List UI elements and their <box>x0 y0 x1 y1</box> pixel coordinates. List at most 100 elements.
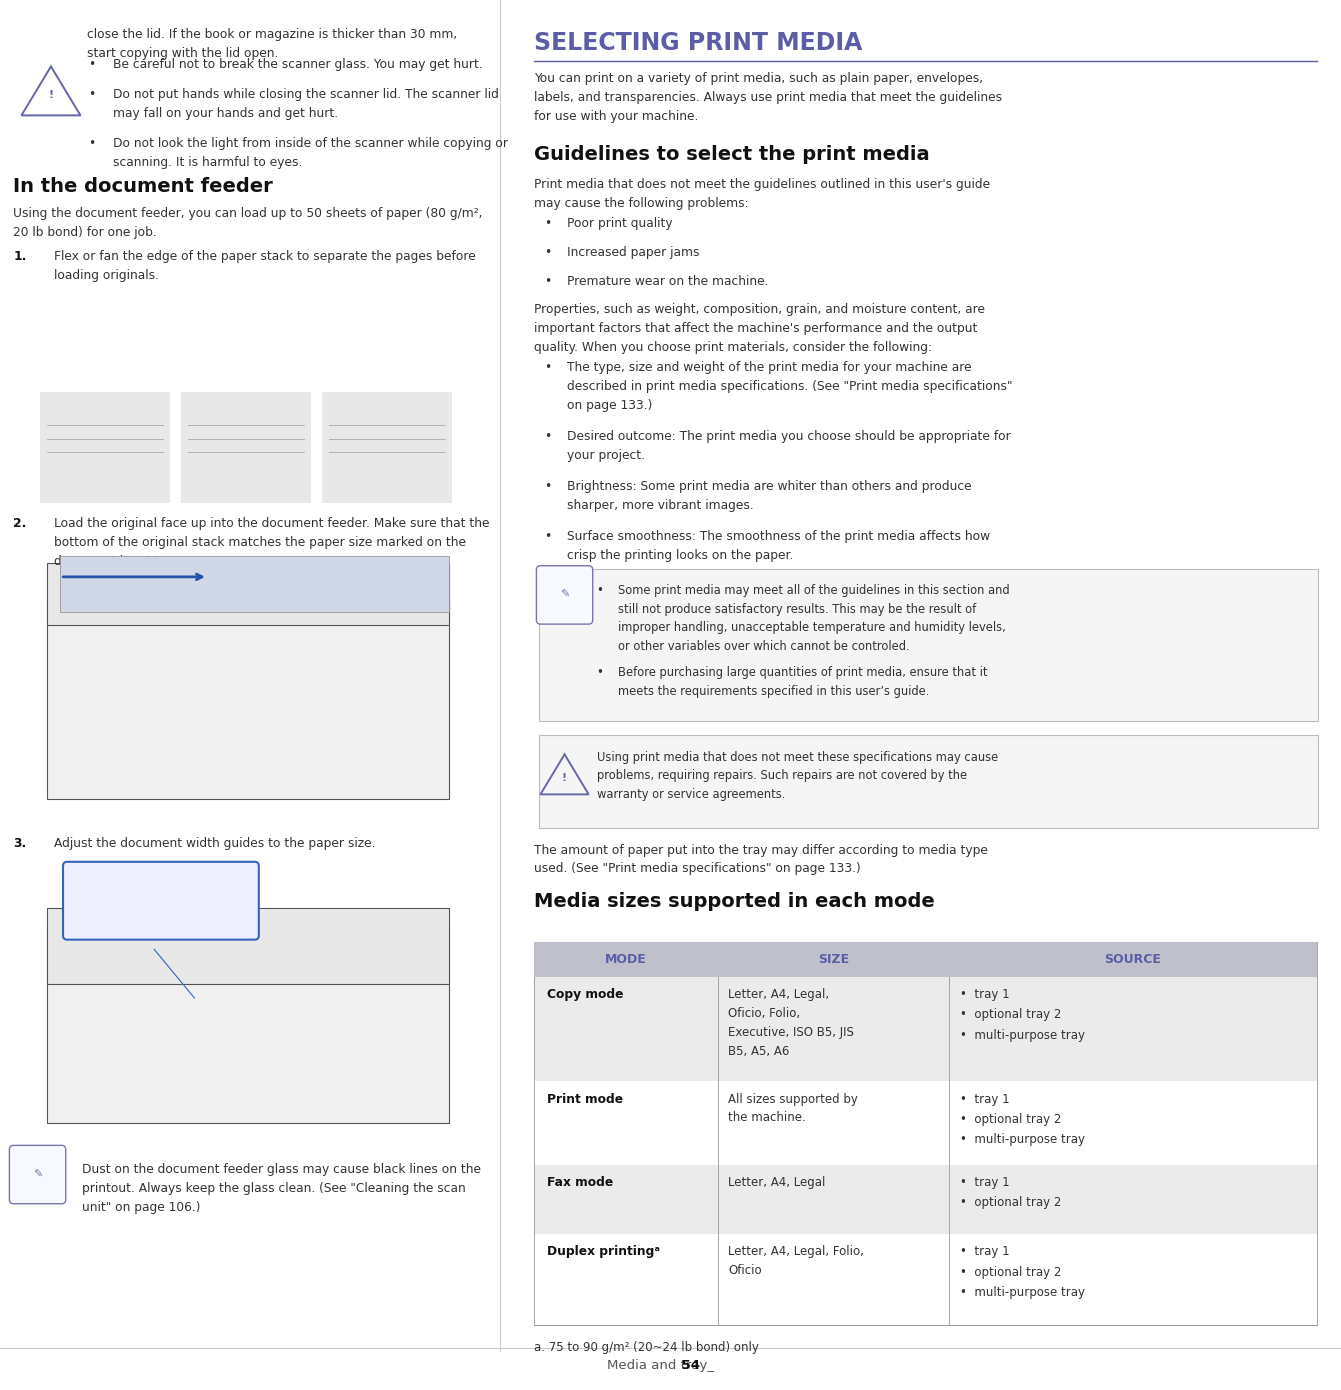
Text: •: • <box>544 481 551 493</box>
Bar <box>322 392 452 503</box>
Text: •  tray 1: • tray 1 <box>960 988 1010 1001</box>
Text: Poor print quality: Poor print quality <box>567 217 673 229</box>
Text: crisp the printing looks on the paper.: crisp the printing looks on the paper. <box>567 549 794 562</box>
Text: warranty or service agreements.: warranty or service agreements. <box>597 788 784 801</box>
Bar <box>47 908 449 984</box>
Text: 3.: 3. <box>13 837 27 849</box>
Text: or other variables over which cannot be controled.: or other variables over which cannot be … <box>618 639 909 653</box>
Text: •  optional tray 2: • optional tray 2 <box>960 1195 1061 1209</box>
Text: 20 lb bond) for one job.: 20 lb bond) for one job. <box>13 225 157 239</box>
Text: •  tray 1: • tray 1 <box>960 1176 1010 1188</box>
Text: your project.: your project. <box>567 449 645 461</box>
Text: •: • <box>89 58 95 71</box>
Text: Do not look the light from inside of the scanner while copying or: Do not look the light from inside of the… <box>113 136 508 150</box>
Bar <box>534 1081 1317 1165</box>
Text: may fall on your hands and get hurt.: may fall on your hands and get hurt. <box>113 107 338 120</box>
Text: Letter, A4, Legal,: Letter, A4, Legal, <box>728 988 830 1001</box>
Text: close the lid. If the book or magazine is thicker than 30 mm,: close the lid. If the book or magazine i… <box>87 28 457 40</box>
Text: 54: 54 <box>641 1359 700 1372</box>
Text: Some print media may meet all of the guidelines in this section and: Some print media may meet all of the gui… <box>618 584 1010 596</box>
Text: sharper, more vibrant images.: sharper, more vibrant images. <box>567 499 754 512</box>
Text: •  optional tray 2: • optional tray 2 <box>960 1009 1061 1022</box>
Bar <box>534 1165 1317 1234</box>
FancyBboxPatch shape <box>63 862 259 940</box>
Text: loading originals.: loading originals. <box>54 268 158 282</box>
Text: Executive, ISO B5, JIS: Executive, ISO B5, JIS <box>728 1026 854 1038</box>
Text: unit" on page 106.): unit" on page 106.) <box>82 1201 200 1213</box>
Text: Copy mode: Copy mode <box>547 988 624 1001</box>
Text: on page 133.): on page 133.) <box>567 399 653 411</box>
Text: The amount of paper put into the tray may differ according to media type: The amount of paper put into the tray ma… <box>534 844 987 856</box>
Text: •: • <box>544 531 551 543</box>
Text: a. 75 to 90 g/m² (20~24 lb bond) only: a. 75 to 90 g/m² (20~24 lb bond) only <box>534 1341 759 1354</box>
Text: Adjust the document width guides to the paper size.: Adjust the document width guides to the … <box>54 837 375 849</box>
Text: labels, and transparencies. Always use print media that meet the guidelines: labels, and transparencies. Always use p… <box>534 92 1002 104</box>
Text: Fax mode: Fax mode <box>547 1176 613 1188</box>
Text: •: • <box>89 136 95 150</box>
Text: problems, requiring repairs. Such repairs are not covered by the: problems, requiring repairs. Such repair… <box>597 770 967 783</box>
Text: Oficio, Folio,: Oficio, Folio, <box>728 1006 801 1020</box>
Text: Print mode: Print mode <box>547 1093 624 1105</box>
Text: Increased paper jams: Increased paper jams <box>567 246 700 259</box>
Text: still not produce satisfactory results. This may be the result of: still not produce satisfactory results. … <box>618 603 976 616</box>
Text: 2.: 2. <box>13 517 27 530</box>
Text: •  tray 1: • tray 1 <box>960 1093 1010 1105</box>
Text: •: • <box>544 361 551 374</box>
Text: •  optional tray 2: • optional tray 2 <box>960 1112 1061 1126</box>
Text: •  multi-purpose tray: • multi-purpose tray <box>960 1286 1085 1298</box>
Text: Premature wear on the machine.: Premature wear on the machine. <box>567 275 768 288</box>
Text: Guidelines to select the print media: Guidelines to select the print media <box>534 145 929 164</box>
Text: Do not put hands while closing the scanner lid. The scanner lid: Do not put hands while closing the scann… <box>113 89 499 101</box>
Text: In the document feeder: In the document feeder <box>13 177 274 196</box>
FancyBboxPatch shape <box>536 566 593 624</box>
Text: may cause the following problems:: may cause the following problems: <box>534 196 748 210</box>
Bar <box>534 942 1317 977</box>
Text: meets the requirements specified in this user’s guide.: meets the requirements specified in this… <box>618 684 929 698</box>
Text: used. (See "Print media specifications" on page 133.): used. (See "Print media specifications" … <box>534 862 861 876</box>
Text: •: • <box>89 89 95 101</box>
Text: Letter, A4, Legal, Folio,: Letter, A4, Legal, Folio, <box>728 1245 865 1258</box>
Text: Media sizes supported in each mode: Media sizes supported in each mode <box>534 892 935 912</box>
Text: Load the original face up into the document feeder. Make sure that the: Load the original face up into the docum… <box>54 517 489 530</box>
Text: MODE: MODE <box>605 954 646 966</box>
Text: described in print media specifications. (See "Print media specifications": described in print media specifications.… <box>567 379 1012 393</box>
Bar <box>534 1234 1317 1325</box>
Text: ✎: ✎ <box>561 589 569 600</box>
Text: !: ! <box>48 90 54 100</box>
Bar <box>181 392 311 503</box>
Text: SELECTING PRINT MEDIA: SELECTING PRINT MEDIA <box>534 31 862 54</box>
Text: quality. When you choose print materials, consider the following:: quality. When you choose print materials… <box>534 341 932 353</box>
Text: •: • <box>544 431 551 443</box>
Text: •: • <box>544 217 551 229</box>
Text: Flex or fan the edge of the paper stack to separate the pages before: Flex or fan the edge of the paper stack … <box>54 250 476 263</box>
Text: Be careful not to break the scanner glass. You may get hurt.: Be careful not to break the scanner glas… <box>113 58 483 71</box>
Text: •: • <box>597 584 603 596</box>
Bar <box>40 392 170 503</box>
Text: You can print on a variety of print media, such as plain paper, envelopes,: You can print on a variety of print medi… <box>534 72 983 85</box>
FancyBboxPatch shape <box>9 1145 66 1204</box>
FancyBboxPatch shape <box>539 735 1318 828</box>
Text: •: • <box>544 246 551 259</box>
Text: !: ! <box>562 773 567 783</box>
Text: Print media that does not meet the guidelines outlined in this user's guide: Print media that does not meet the guide… <box>534 178 990 190</box>
Text: document input tray.: document input tray. <box>54 555 181 567</box>
Text: •  optional tray 2: • optional tray 2 <box>960 1265 1061 1279</box>
Text: Using print media that does not meet these specifications may cause: Using print media that does not meet the… <box>597 751 998 763</box>
Text: Properties, such as weight, composition, grain, and moisture content, are: Properties, such as weight, composition,… <box>534 303 984 316</box>
Text: Surface smoothness: The smoothness of the print media affects how: Surface smoothness: The smoothness of th… <box>567 531 991 543</box>
Text: Dust on the document feeder glass may cause black lines on the: Dust on the document feeder glass may ca… <box>82 1163 481 1176</box>
Text: improper handling, unacceptable temperature and humidity levels,: improper handling, unacceptable temperat… <box>618 621 1006 634</box>
Bar <box>47 929 449 1123</box>
Bar <box>47 563 449 626</box>
Text: •  tray 1: • tray 1 <box>960 1245 1010 1258</box>
Text: SOURCE: SOURCE <box>1105 954 1161 966</box>
Bar <box>47 598 449 799</box>
Text: Before purchasing large quantities of print media, ensure that it: Before purchasing large quantities of pr… <box>618 666 988 678</box>
Text: Letter, A4, Legal: Letter, A4, Legal <box>728 1176 826 1188</box>
Text: The type, size and weight of the print media for your machine are: The type, size and weight of the print m… <box>567 361 972 374</box>
Polygon shape <box>60 556 449 612</box>
Text: •: • <box>544 275 551 288</box>
Text: ✎: ✎ <box>34 1169 42 1180</box>
Text: important factors that affect the machine's performance and the output: important factors that affect the machin… <box>534 321 978 335</box>
Text: Desired outcome: The print media you choose should be appropriate for: Desired outcome: The print media you cho… <box>567 431 1011 443</box>
